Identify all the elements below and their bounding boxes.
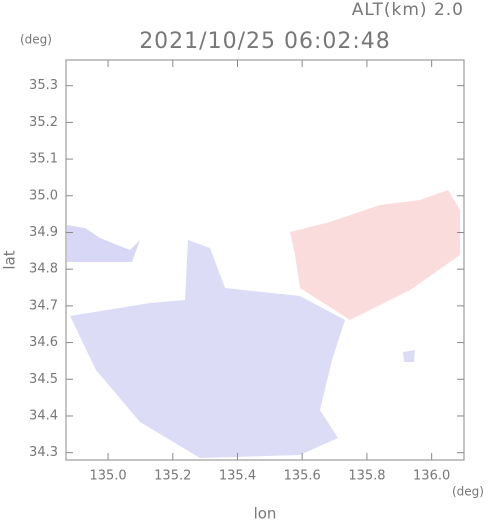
y-unit: (deg) [20,33,52,47]
x-unit: (deg) [452,485,484,499]
x-tick-label: 135.2 [154,469,191,484]
x-tick-label: 135.0 [89,469,126,484]
y-tick-label: 34.6 [29,335,58,350]
echo-region [70,240,345,458]
y-tick-label: 34.8 [29,262,58,277]
y-tick-label: 35.1 [29,152,58,167]
y-tick-label: 35.3 [29,78,58,93]
x-tick-label: 136.0 [413,469,450,484]
y-tick-label: 34.3 [29,445,58,460]
x-axis-label: lon [254,505,277,521]
x-tick-label: 135.4 [219,469,256,484]
chart-subtitle: ALT(km) 2.0 [352,0,464,20]
radar-field [67,190,460,458]
y-axis-label: lat [1,250,19,269]
plot-frame [65,59,465,461]
echo-region [67,225,140,262]
x-tick-label: 135.8 [348,469,385,484]
chart-title: 2021/10/25 06:02:48 [139,29,391,54]
echo-region [403,350,415,362]
x-tick-label: 135.6 [284,469,321,484]
y-tick-label: 34.5 [29,372,58,387]
y-tick-label: 34.7 [29,298,58,313]
echo-region [290,190,460,320]
y-tick-label: 35.2 [29,115,58,130]
y-tick-label: 34.9 [29,225,58,240]
y-tick-label: 34.4 [29,408,58,423]
y-tick-label: 35.0 [29,188,58,203]
